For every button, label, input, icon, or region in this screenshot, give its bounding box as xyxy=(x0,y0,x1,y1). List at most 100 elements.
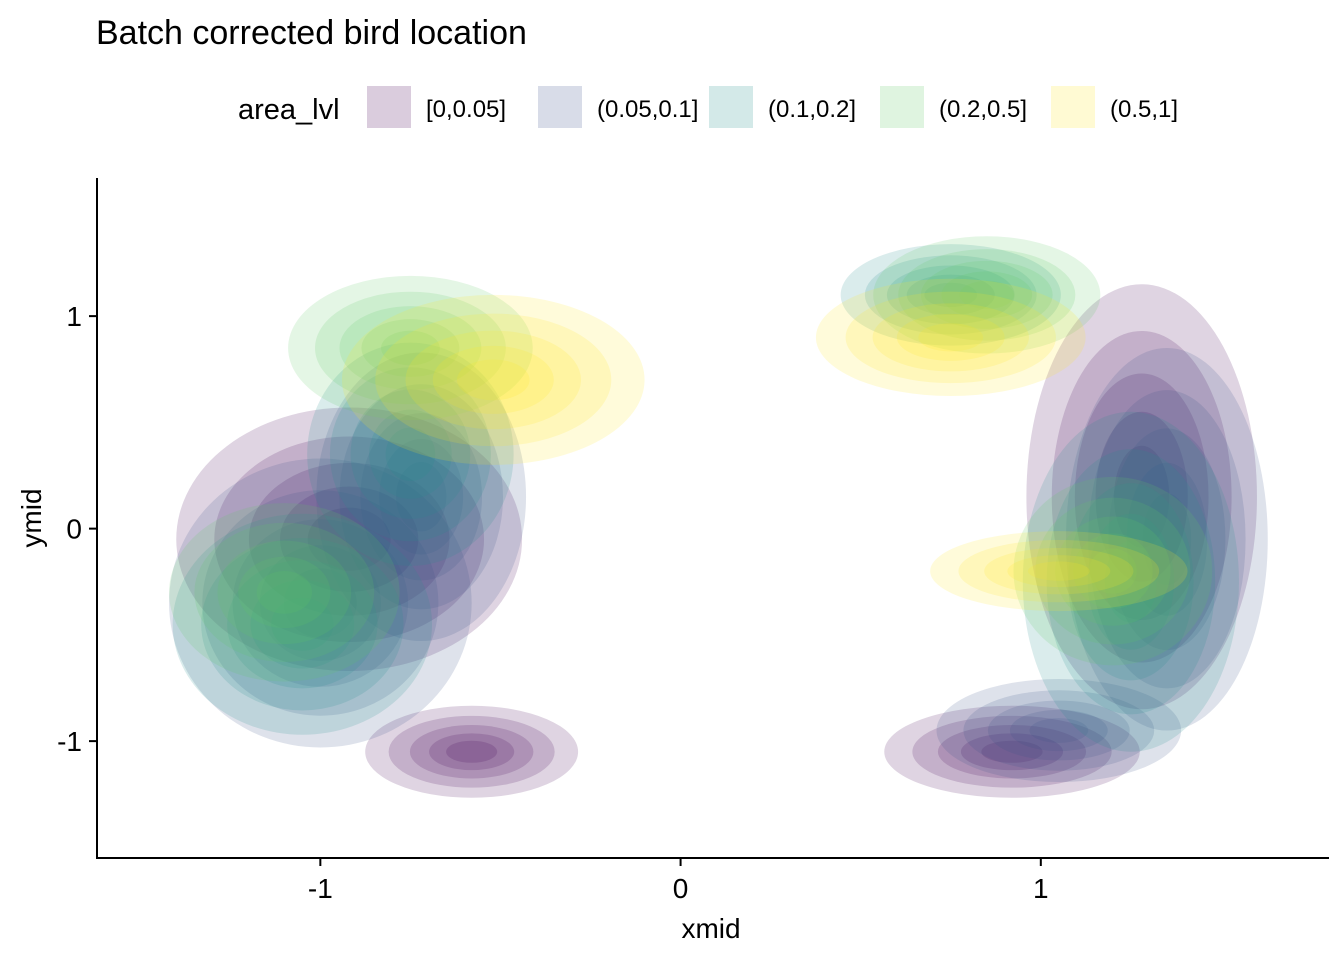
y-tick-label: 0 xyxy=(66,514,82,545)
density-band xyxy=(1055,516,1171,626)
density-band xyxy=(960,733,1064,771)
density-band xyxy=(1051,331,1232,663)
density-band xyxy=(375,313,612,447)
plot-panel xyxy=(169,236,1268,798)
chart-title: Batch corrected bird location xyxy=(96,14,527,52)
density-band xyxy=(984,547,1134,595)
density-band xyxy=(1073,533,1153,609)
legend-label: (0.1,0.2] xyxy=(768,96,856,123)
density-band xyxy=(937,725,1087,779)
density-band xyxy=(896,313,1005,361)
x-tick-label: -1 xyxy=(308,873,333,904)
legend: area_lvl [0,0.05] (0.05,0.1] (0.1,0.2] (0.2… xyxy=(238,86,1178,128)
density-band xyxy=(227,560,378,689)
y-axis-title: ymid xyxy=(16,488,47,547)
density-band xyxy=(307,507,391,571)
legend-key xyxy=(1051,86,1095,128)
density-band xyxy=(936,678,1182,783)
density-band xyxy=(379,439,464,555)
density-band xyxy=(217,540,352,645)
density-band xyxy=(1087,513,1175,650)
density-band xyxy=(959,280,1015,309)
density-band xyxy=(169,458,472,748)
density-band xyxy=(238,556,331,629)
density-band xyxy=(194,522,375,662)
density-band xyxy=(256,570,312,614)
density-band xyxy=(176,407,523,671)
density-band xyxy=(886,265,1015,325)
density-band xyxy=(1074,373,1209,620)
y-tick-label: -1 xyxy=(57,726,82,757)
y-tick-label: 1 xyxy=(66,301,82,332)
density-band xyxy=(920,260,1053,329)
density-band xyxy=(1013,476,1213,666)
density-band xyxy=(271,597,334,651)
density-series xyxy=(172,244,1239,752)
density-band xyxy=(1089,548,1137,594)
density-band xyxy=(360,413,483,581)
density-band xyxy=(1068,483,1194,681)
density-band xyxy=(250,580,355,669)
density-band xyxy=(396,462,447,532)
legend-label: (0.05,0.1] xyxy=(597,96,698,123)
density-band xyxy=(341,294,645,465)
legend-item: (0.05,0.1] xyxy=(538,86,698,128)
density-band xyxy=(906,274,995,316)
density-band xyxy=(1088,390,1246,689)
density-band xyxy=(429,733,515,771)
density-band xyxy=(981,740,1043,763)
x-tick-label: 0 xyxy=(673,873,689,904)
density-band xyxy=(214,436,485,643)
density-band xyxy=(941,271,1033,319)
density-band xyxy=(1007,555,1111,588)
density-band xyxy=(284,568,357,638)
density-band xyxy=(1046,449,1216,715)
density-band xyxy=(918,323,984,352)
x-axis-title: xmid xyxy=(681,913,740,944)
density-band xyxy=(405,330,582,430)
density-series xyxy=(169,236,1213,682)
density-band xyxy=(864,255,1037,335)
density-band xyxy=(840,244,1061,346)
density-band xyxy=(369,409,452,499)
density-band xyxy=(316,352,527,642)
density-band xyxy=(169,503,400,682)
legend-title: area_lvl xyxy=(238,94,340,126)
legend-label: (0.2,0.5] xyxy=(939,96,1027,123)
density-band xyxy=(872,303,1029,372)
density-band xyxy=(381,330,440,366)
density-band xyxy=(365,705,579,798)
density-band xyxy=(873,236,1101,354)
y-axis-ticks: -1 0 1 xyxy=(57,301,97,757)
x-axis-ticks: -1 0 1 xyxy=(308,858,1049,904)
density-band xyxy=(898,249,1076,341)
legend-items: [0,0.05] (0.05,0.1] (0.1,0.2] (0.2,0.5] (0.5… xyxy=(367,86,1178,128)
density-band xyxy=(248,462,450,616)
density-band xyxy=(1022,411,1239,752)
density-band xyxy=(1108,428,1226,651)
legend-item: (0.2,0.5] xyxy=(880,86,1027,128)
x-tick-label: 1 xyxy=(1033,873,1049,904)
density-band xyxy=(232,519,409,687)
density-band xyxy=(1114,445,1170,548)
density-band xyxy=(958,539,1160,603)
density-band xyxy=(315,291,506,405)
density-band xyxy=(279,486,419,592)
density-series xyxy=(169,348,1268,783)
density-band xyxy=(1029,718,1089,743)
density-band xyxy=(1142,493,1192,586)
legend-item: (0.5,1] xyxy=(1051,86,1178,128)
legend-label: [0,0.05] xyxy=(426,96,506,123)
legend-key xyxy=(538,86,582,128)
density-band xyxy=(350,389,471,519)
density-band xyxy=(1104,540,1157,623)
density-band xyxy=(912,715,1112,788)
density-band xyxy=(456,359,530,401)
density-band xyxy=(339,306,482,390)
density-band xyxy=(1009,709,1108,752)
legend-item: [0,0.05] xyxy=(367,86,506,128)
density-band xyxy=(1026,284,1257,710)
density-band xyxy=(201,538,404,711)
density-band xyxy=(388,715,555,788)
density-band xyxy=(1066,348,1268,731)
